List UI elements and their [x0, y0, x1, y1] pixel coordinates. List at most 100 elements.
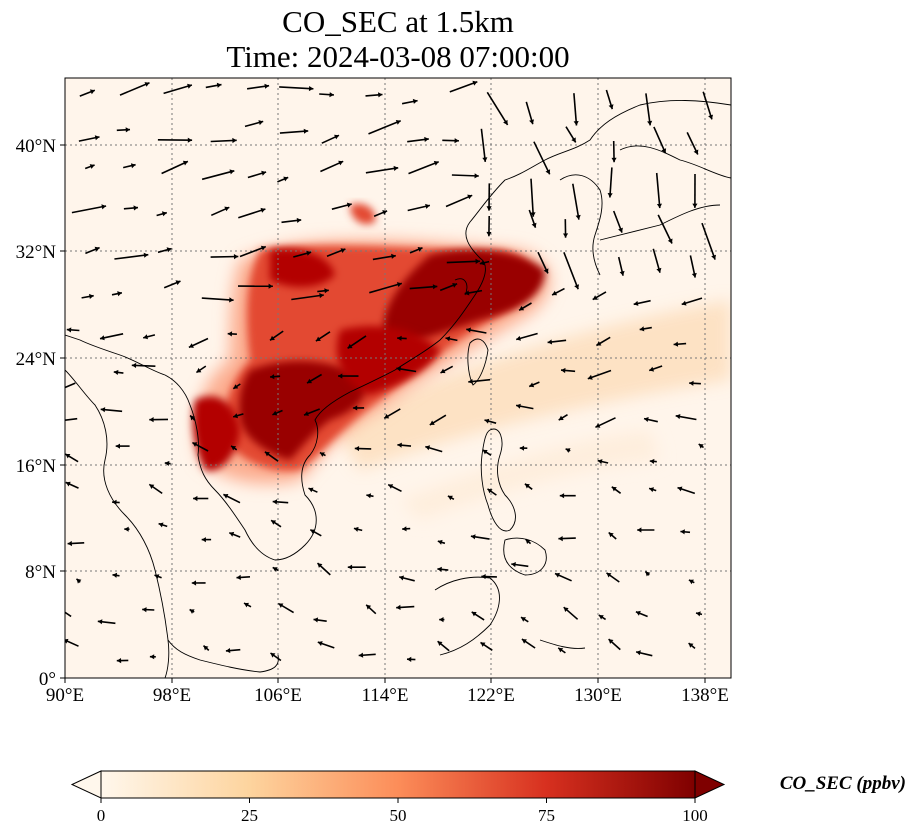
wind-vector-head: [182, 160, 188, 166]
tick-marks: [60, 144, 706, 683]
wind-vector-head: [154, 574, 160, 579]
wind-vector-head: [338, 160, 344, 166]
wind-vector-head: [611, 157, 617, 163]
wind-vector-head: [264, 451, 270, 457]
wind-vector-head: [656, 203, 662, 209]
wind-vector-shaft: [368, 119, 402, 135]
wind-vector-head: [270, 374, 275, 380]
wind-vector-head: [635, 610, 641, 616]
wind-vector-head: [272, 567, 278, 572]
x-tick-label-90e: 90°E: [46, 685, 84, 706]
wind-vector-shaft: [530, 178, 535, 217]
wind-vector-head: [470, 534, 476, 540]
wind-vector-head: [447, 495, 453, 501]
wind-vector-head: [191, 580, 197, 586]
wind-vector-head: [675, 414, 681, 420]
wind-vector-head: [524, 483, 530, 489]
wind-vector-head: [133, 205, 138, 211]
x-tick-label-122e: 122°E: [467, 685, 515, 706]
coastlines: [65, 100, 731, 678]
wind-vector-head: [711, 254, 716, 260]
wind-vector-head: [353, 526, 359, 532]
wind-vector-head: [673, 341, 679, 347]
wind-vector-head: [696, 611, 701, 617]
colorbar-tick-100: 100: [682, 806, 708, 825]
wind-vector-head: [149, 417, 154, 423]
wind-vector-head: [100, 335, 105, 341]
wind-vector-head: [481, 574, 486, 580]
colorbar-tick-50: 50: [390, 806, 407, 825]
wind-vector-shaft: [291, 294, 324, 301]
wind-vector-head: [66, 327, 72, 333]
wind-vector-head: [511, 562, 516, 568]
colorbar-extend-high: [694, 770, 726, 799]
wind-vector-head: [407, 656, 412, 662]
wind-vector-head: [396, 604, 401, 610]
wind-vector-shaft: [573, 93, 578, 126]
wind-vector-shaft: [645, 93, 651, 126]
wind-vector-shaft: [365, 167, 399, 174]
wind-vector-head: [223, 494, 229, 499]
wind-vector-head: [412, 98, 418, 104]
wind-vector-head: [55, 418, 60, 423]
wind-vector-head: [307, 378, 312, 384]
wind-vector-head: [656, 267, 662, 273]
y-tick-label-8n: 8°N: [25, 562, 56, 583]
wind-vector-shaft: [449, 80, 478, 93]
wind-vector-shaft: [369, 282, 403, 294]
x-tick-label-138e: 138°E: [681, 685, 729, 706]
wind-vector-head: [611, 486, 617, 492]
map-title: CO_SEC at 1.5km: [282, 4, 514, 39]
wind-vector-head: [565, 448, 571, 453]
wind-vector-head: [130, 163, 136, 169]
wind-vector-head: [65, 638, 69, 644]
wind-vector-head: [329, 92, 334, 98]
wind-vector-head: [432, 284, 438, 290]
wind-vector-head: [308, 487, 314, 493]
wind-vector-head: [319, 452, 325, 457]
wind-vector-head: [521, 639, 527, 644]
wind-vector-head: [232, 137, 237, 144]
wind-vector-shaft: [65, 382, 76, 389]
colorbar-tick-75: 75: [538, 806, 555, 825]
wind-vector-head: [608, 639, 614, 644]
wind-vector-head: [89, 293, 94, 299]
wind-vector-head: [188, 343, 194, 348]
x-tick-label-114e: 114°E: [362, 685, 409, 706]
wind-vector-head: [270, 653, 276, 658]
wind-vector-head: [315, 336, 321, 342]
wind-vector-head: [192, 442, 198, 447]
wind-vector-head: [487, 488, 493, 494]
wind-vector-head: [530, 212, 536, 217]
wind-vector-head: [633, 300, 639, 306]
wind-vector-head: [667, 238, 673, 244]
wind-vector-head: [525, 539, 531, 544]
wind-vector-head: [571, 137, 576, 143]
wind-vector-head: [559, 493, 565, 499]
wind-vector-head: [324, 288, 329, 294]
wind-vector-head: [472, 80, 478, 86]
wind-vector-head: [396, 282, 402, 287]
wind-vector-head: [574, 284, 579, 290]
wind-vector-head: [229, 531, 235, 537]
wind-vector-head: [391, 253, 396, 259]
wind-vector-head: [229, 297, 234, 303]
wind-vector-head: [402, 526, 407, 532]
wind-vectors: [55, 80, 716, 664]
wind-vector-head: [143, 334, 148, 340]
wind-vector-head: [272, 499, 278, 505]
wind-vector-head: [193, 495, 198, 502]
wind-vector-shaft: [71, 205, 107, 214]
wind-vector-head: [216, 82, 222, 88]
wind-vector-head: [479, 260, 485, 266]
map-area: [55, 78, 731, 678]
wind-vector-head: [354, 446, 360, 452]
wind-vector-head: [278, 603, 284, 608]
wind-vector-head: [113, 369, 119, 375]
map-timestamp: Time: 2024-03-08 07:00:00: [226, 39, 570, 74]
wind-vector-head: [189, 609, 195, 614]
wind-vector-head: [272, 410, 278, 416]
wind-vector-head: [543, 268, 549, 274]
wind-vector-head: [196, 367, 202, 373]
